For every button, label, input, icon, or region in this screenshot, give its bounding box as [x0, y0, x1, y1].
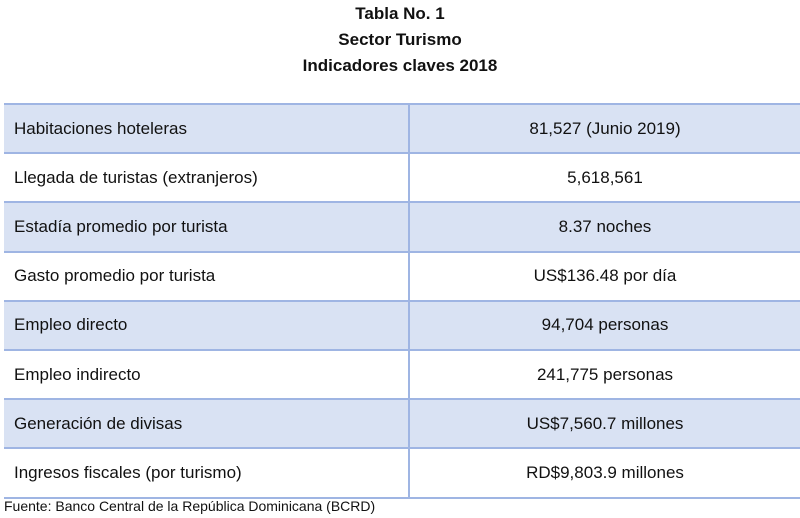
row-label: Empleo indirecto: [4, 348, 410, 400]
table-row: Generación de divisas US$7,560.7 millones: [4, 398, 800, 449]
row-label: Empleo directo: [4, 299, 410, 350]
table-row: Empleo directo 94,704 personas: [4, 299, 800, 350]
row-value: RD$9,803.9 millones: [409, 447, 800, 499]
row-value: 81,527 (Junio 2019): [409, 102, 800, 154]
row-value: 94,704 personas: [409, 299, 800, 350]
title-line: Tabla No. 1: [355, 4, 445, 23]
row-value: US$7,560.7 millones: [409, 398, 800, 449]
title-line: Indicadores claves 2018: [302, 56, 498, 75]
table-row: Habitaciones hoteleras 81,527 (Junio 2019…: [4, 102, 800, 154]
source-note: Fuente: Banco Central de la República Do…: [4, 498, 376, 514]
table-row: Ingresos fiscales (por turismo) RD$9,803.…: [4, 447, 800, 499]
row-label: Habitaciones hoteleras: [4, 102, 410, 154]
row-value: 8.37 noches: [409, 201, 800, 252]
row-value: 241,775 personas: [409, 348, 800, 400]
row-value: US$136.48 por día: [409, 250, 800, 301]
row-label: Estadía promedio por turista: [4, 201, 410, 252]
row-value: 5,618,561: [409, 152, 800, 203]
indicators-table: Habitaciones hoteleras 81,527 (Junio 2019…: [4, 102, 800, 499]
row-label: Ingresos fiscales (por turismo): [4, 447, 410, 499]
row-label: Gasto promedio por turista: [4, 250, 410, 301]
table-row: Gasto promedio por turista US$136.48 por …: [4, 250, 800, 301]
table-row: Llegada de turistas (extranjeros) 5,618,5…: [4, 152, 800, 203]
table-row: Estadía promedio por turista 8.37 noches: [4, 201, 800, 252]
row-label: Llegada de turistas (extranjeros): [4, 152, 410, 203]
table-title: Tabla No. 1 Sector Turismo Indicadores c…: [0, 1, 800, 79]
row-label: Generación de divisas: [4, 398, 410, 449]
table-row: Empleo indirecto 241,775 personas: [4, 348, 800, 400]
title-line: Sector Turismo: [338, 30, 462, 49]
